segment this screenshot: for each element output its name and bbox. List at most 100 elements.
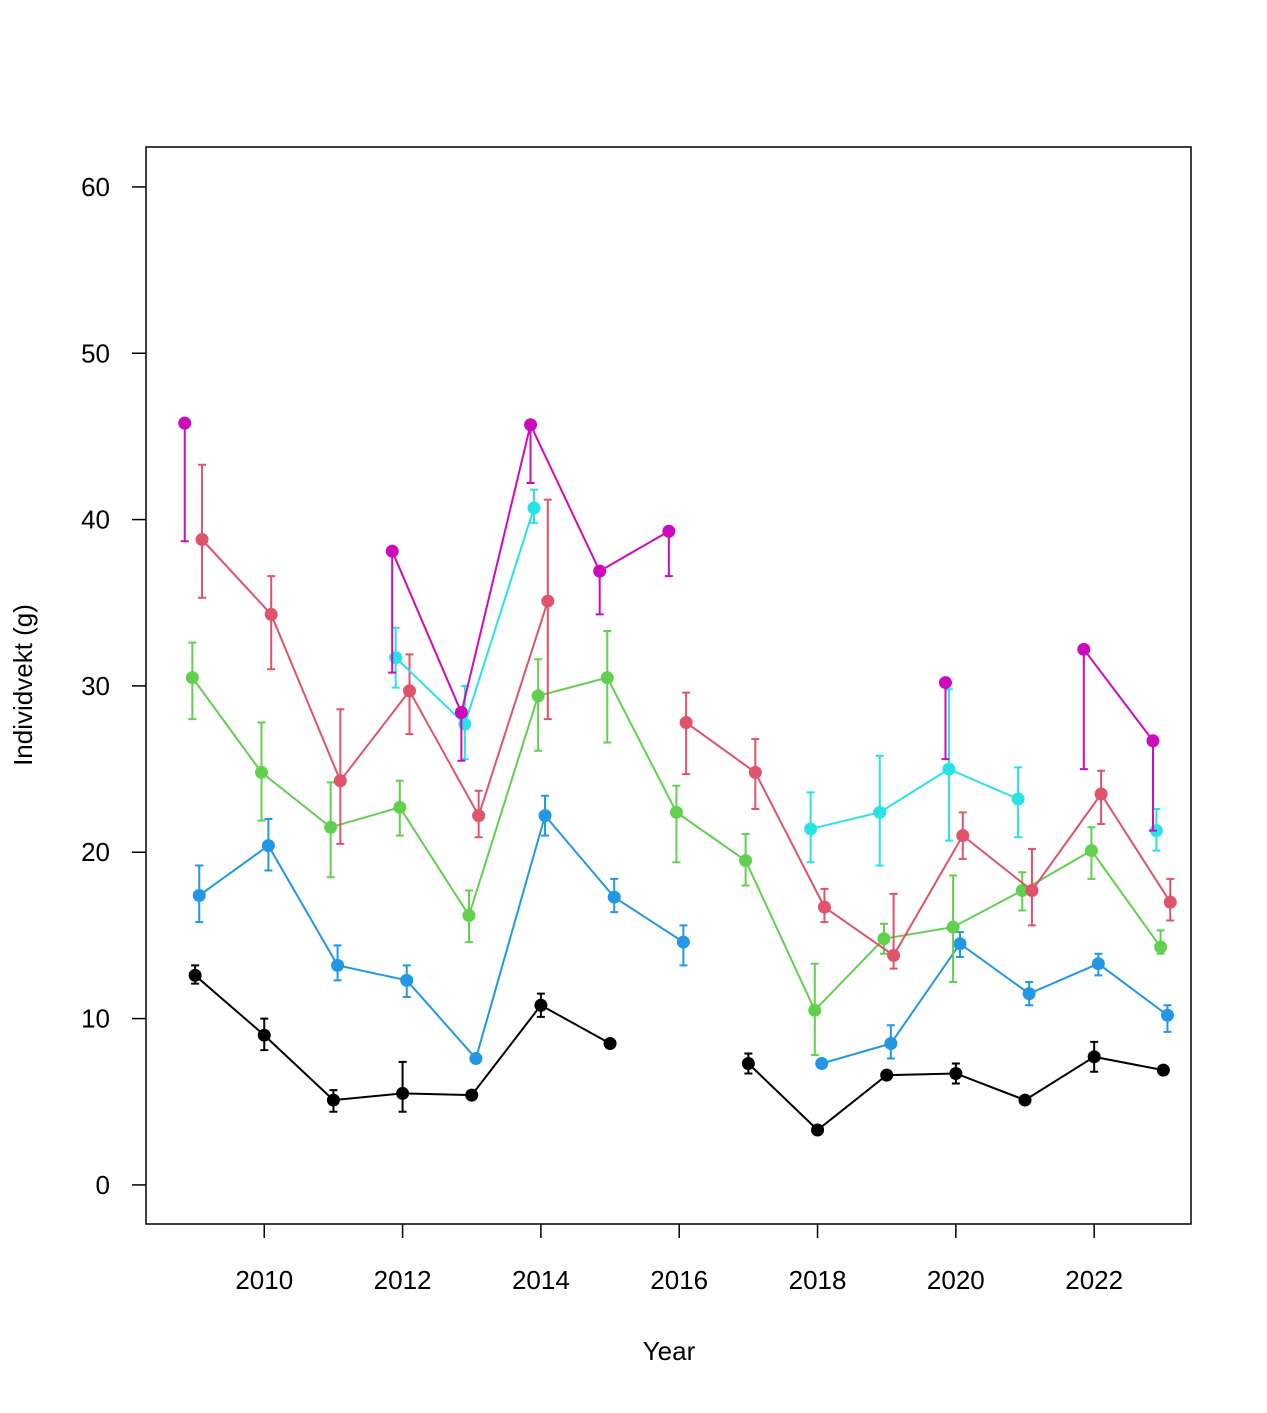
error-bar [682,691,691,776]
data-point [254,765,268,779]
data-point [465,1088,479,1102]
data-point [739,854,753,868]
x-tick-label: 2010 [235,1265,293,1295]
data-point [741,1056,755,1070]
data-point [804,822,818,836]
x-tick-label: 2020 [927,1265,985,1295]
y-tick-label: 20 [81,837,110,867]
data-point [1015,884,1029,898]
data-point [1018,1093,1032,1107]
data-point [603,1037,617,1051]
data-point [815,1056,829,1070]
data-point [257,1028,271,1042]
data-point [527,501,541,515]
data-point [748,765,762,779]
data-point [1156,1063,1170,1077]
data-point [385,544,399,558]
error-bar [180,422,189,543]
data-point [261,839,275,853]
data-point [1084,844,1098,858]
data-point [185,671,199,685]
data-point [396,1086,410,1100]
data-point [195,533,209,547]
data-point [607,890,621,904]
data-point [264,607,278,621]
data-point [817,900,831,914]
x-axis-label: Year [643,1336,696,1366]
data-point [808,1003,822,1017]
data-point [880,1068,894,1082]
data-point [811,1123,825,1137]
y-axis-label: Individvekt (g) [8,604,38,766]
data-point [534,998,548,1012]
data-point [938,676,952,690]
error-bar [398,1060,407,1113]
data-point [676,935,690,949]
data-point [887,948,901,962]
data-point [469,1051,483,1065]
x-tick-label: 2012 [374,1265,432,1295]
data-point [458,717,472,731]
error-bar [543,498,552,721]
series-line [391,421,1154,742]
data-point [326,1093,340,1107]
data-point [331,958,345,972]
error-bar [664,530,673,578]
data-point [1160,1008,1174,1022]
data-point [393,800,407,814]
data-point [884,1037,898,1051]
data-point [1154,940,1168,954]
data-point [942,762,956,776]
error-bar [267,575,276,671]
data-point [956,829,970,843]
error-bar [534,658,543,752]
y-tick-label: 0 [96,1170,110,1200]
y-tick-label: 50 [81,338,110,368]
data-point [949,1066,963,1080]
error-bar [603,630,612,744]
series-line [194,974,1164,1132]
data-point [953,937,967,951]
data-point [531,689,545,703]
data-point [400,973,414,987]
data-point [192,888,206,902]
data-point [1163,895,1177,909]
x-tick-label: 2014 [512,1265,570,1295]
data-point [333,774,347,788]
data-point [324,820,338,834]
y-tick-label: 60 [81,172,110,202]
x-tick-label: 2018 [789,1265,847,1295]
data-point [1077,642,1091,656]
data-point [1011,792,1025,806]
y-tick-label: 10 [81,1004,110,1034]
data-point [1025,884,1039,898]
series-line [198,813,1169,1065]
data-point [946,920,960,934]
data-point [524,418,538,432]
data-point [462,908,476,922]
data-point [1022,987,1036,1001]
plot-frame [145,146,1192,1225]
data-point [402,684,416,698]
data-point [600,671,614,685]
x-tick-label: 2022 [1065,1265,1123,1295]
data-point [178,416,192,430]
data-point [188,968,202,982]
y-tick-label: 30 [81,671,110,701]
data-point [472,809,486,823]
y-tick-label: 40 [81,505,110,535]
x-tick-label: 2016 [650,1265,708,1295]
data-point [1146,734,1160,748]
series-line [396,508,1157,831]
data-point [1091,957,1105,971]
error-bar [672,784,681,864]
data-point [541,594,555,608]
error-bar [1079,648,1088,771]
data-point [389,651,403,665]
data-point [1094,787,1108,801]
data-point [679,716,693,730]
series-line [201,538,1172,957]
data-point [1087,1050,1101,1064]
error-bar [198,463,207,599]
